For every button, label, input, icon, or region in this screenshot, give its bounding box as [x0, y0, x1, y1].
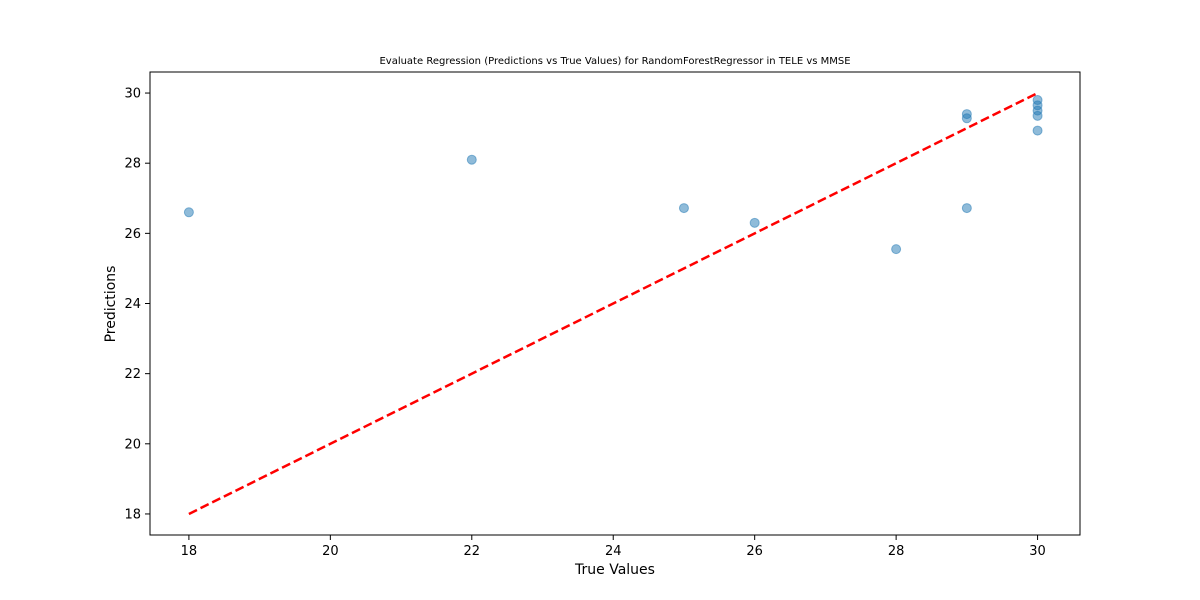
- data-point: [466, 154, 477, 165]
- data-point: [961, 113, 972, 124]
- chart-title: Evaluate Regression (Predictions vs True…: [379, 56, 850, 67]
- reference-line-layer: [188, 91, 1039, 516]
- y-tick-label: 22: [124, 367, 141, 382]
- y-axis-ticks: 18 20 22 24 26 28 30: [124, 87, 150, 522]
- data-point: [891, 244, 902, 255]
- plot-area-frame: [149, 71, 1081, 536]
- reference-line: [188, 91, 1039, 516]
- y-tick-label: 24: [124, 297, 141, 312]
- x-tick-label: 20: [322, 544, 339, 559]
- x-tick-label: 28: [888, 544, 905, 559]
- x-tick-label: 18: [181, 544, 198, 559]
- data-point: [183, 207, 194, 218]
- x-axis-label: True Values: [574, 562, 655, 578]
- data-point: [678, 203, 689, 214]
- y-axis-label: Predictions: [103, 266, 119, 343]
- y-tick-label: 18: [124, 507, 141, 522]
- y-tick-label: 20: [124, 437, 141, 452]
- x-tick-label: 24: [605, 544, 622, 559]
- y-tick-label: 28: [124, 157, 141, 172]
- x-tick-label: 22: [464, 544, 481, 559]
- data-point: [749, 217, 760, 228]
- data-point: [1032, 125, 1043, 136]
- y-tick-label: 30: [124, 87, 141, 102]
- data-point: [1032, 110, 1043, 121]
- x-axis-ticks: 18 20 22 24 26 28 30: [181, 535, 1046, 559]
- x-tick-label: 26: [746, 544, 763, 559]
- data-points-layer: [183, 95, 1043, 255]
- x-tick-label: 30: [1029, 544, 1046, 559]
- data-point: [961, 203, 972, 214]
- y-tick-label: 26: [124, 227, 141, 242]
